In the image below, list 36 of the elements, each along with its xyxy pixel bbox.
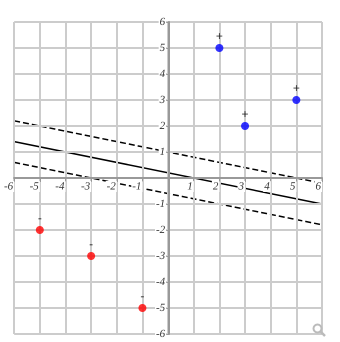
point <box>215 44 224 52</box>
y-tick-label: -6 <box>156 328 166 340</box>
y-tick-label: 6 <box>160 16 166 28</box>
data-label: - <box>89 237 94 251</box>
data-label: + <box>242 107 249 121</box>
x-tick-label: -2 <box>106 180 116 192</box>
x-tick-label: 2 <box>212 180 219 192</box>
point <box>292 96 300 104</box>
y-tick-label: 4 <box>160 68 166 80</box>
x-tick-label: 4 <box>264 180 270 192</box>
point <box>138 304 146 312</box>
point <box>87 252 96 260</box>
x-tick-label: 3 <box>238 180 245 192</box>
y-tick-label: -1 <box>156 198 166 210</box>
y-tick-label: -5 <box>156 302 166 314</box>
x-tick-label: 6 <box>316 180 322 192</box>
x-tick-label: -4 <box>55 180 65 192</box>
point <box>36 226 44 234</box>
x-tick-label: -3 <box>80 180 91 192</box>
y-tick-label: 5 <box>160 42 166 54</box>
x-tick-label: -1 <box>132 180 142 192</box>
data-label: - <box>38 211 42 225</box>
data-label: + <box>292 81 300 95</box>
y-tick-label: -4 <box>156 276 166 288</box>
y-tick-label: -2 <box>156 224 166 236</box>
x-tick-label: -6 <box>4 180 14 192</box>
data-label: - <box>140 289 144 303</box>
point <box>241 122 250 130</box>
x-tick-label: 1 <box>187 180 193 192</box>
data-label: + <box>216 29 223 43</box>
y-tick-label: -3 <box>156 250 166 262</box>
y-tick-label: 1 <box>160 146 166 158</box>
x-tick-label: -5 <box>30 180 40 192</box>
x-tick-label: 5 <box>290 180 296 192</box>
y-tick-label: 3 <box>158 94 166 106</box>
y-tick-label: 2 <box>160 120 166 132</box>
